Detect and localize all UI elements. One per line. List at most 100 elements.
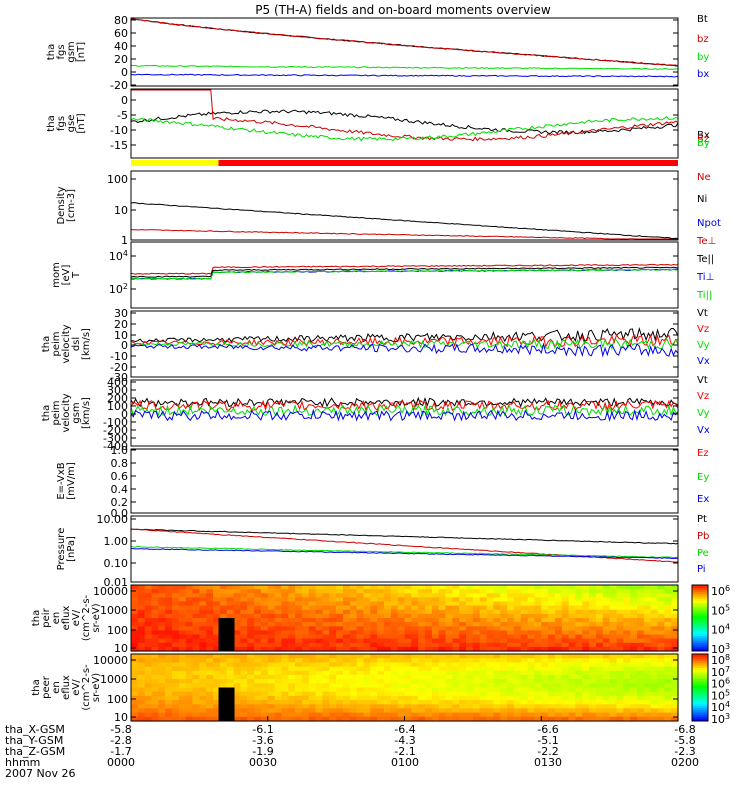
series-line-Pi (130, 548, 679, 560)
y-tick-label: 80 (114, 14, 128, 27)
y-tick-label: 1.0 (111, 444, 129, 457)
x-tick-value: 0030 (249, 756, 277, 769)
y-tick-label: 10 (114, 329, 128, 342)
series-velocity_gsm (130, 396, 679, 422)
legend-Ti⊥: Ti⊥ (696, 272, 714, 283)
y-tick-label: 60 (114, 27, 128, 40)
legend-Ez: Ez (697, 448, 709, 459)
legend-Ti||: Ti|| (696, 290, 712, 301)
y-tick-label: -30 (110, 371, 128, 384)
series-line-bx (130, 73, 679, 78)
figure-title: P5 (TH-A) fields and on-board moments ov… (255, 3, 551, 17)
panel-frame (130, 88, 679, 159)
legend-Vt: Vt (697, 308, 708, 319)
y-tick-label: 1000 (100, 673, 128, 686)
series-density (130, 202, 679, 240)
x-tick-value: -6.1 (252, 723, 273, 736)
x-tick-value: -6.8 (674, 723, 695, 736)
legend-Vx: Vx (697, 356, 710, 367)
panel-frame (130, 448, 679, 514)
legend-bz: bz (697, 34, 709, 45)
legend-Vx: Vx (697, 425, 710, 436)
series-line-Vx (130, 408, 679, 422)
x-tick-value: -3.6 (252, 734, 273, 747)
legend-Te⊥: Te⊥ (696, 236, 716, 247)
x-tick-value: -1.7 (110, 745, 131, 758)
y-tick-label: 10 (114, 642, 128, 655)
series-line-Ne (130, 229, 678, 240)
x-tick-value: -2.1 (394, 745, 415, 758)
y-tick-label: 0.8 (111, 457, 129, 470)
legend-Ne: Ne (697, 172, 711, 183)
series-temperature (130, 263, 679, 280)
y-axis-label: Density[cm-3] (56, 186, 77, 224)
y-tick-label: -100 (103, 416, 128, 429)
legend-Pe: Pe (697, 548, 709, 559)
y-tick-label: 102 (109, 282, 128, 296)
x-tick-value: -2.2 (537, 745, 558, 758)
y-tick-label: 10000 (93, 654, 128, 667)
mode-bar-segment (131, 160, 219, 166)
x-axis-labels: 2007 Nov 26 tha_X-GSM -5.8 -6.1 -6.4 -6.6 -6.… (5, 716, 699, 780)
panel-frame (130, 17, 679, 87)
y-axis-label: thapeirenefluxeV/(cm^2-s-sr-eV) (31, 594, 102, 641)
y-tick-label: 0 (121, 339, 128, 352)
y-tick-label: 100 (107, 624, 128, 637)
colorbar-label: 105 (711, 603, 730, 617)
panel-pressure: Pt Pb Pe Pi 10.00 1.00 0.10 0.01 Pressure[nPa] (56, 513, 709, 589)
y-axis-label: thafgsgsm[nT] (46, 41, 87, 62)
legend-Ey: Ey (697, 472, 709, 483)
y-tick-label: -10 (110, 350, 128, 363)
y-tick-label: -400 (103, 440, 128, 453)
y-tick-label: -10 (110, 124, 128, 137)
y-axis-label: thapeimvelocitygsm[km/s] (41, 393, 92, 432)
colorbar-label: 104 (711, 623, 730, 637)
legend-Pi: Pi (697, 564, 706, 575)
x-row-label: tha_X-GSM (5, 723, 65, 736)
data-gap (218, 687, 235, 721)
date-label: 2007 Nov 26 (5, 767, 75, 780)
series-pressure (130, 528, 679, 563)
series-line-bz (131, 18, 679, 67)
series-line-Vt (130, 396, 679, 408)
series-line-Te⊥ (130, 263, 679, 275)
y-tick-label: 104 (109, 249, 128, 263)
legend-Bt: Bt (697, 14, 708, 25)
legend-Vy: Vy (697, 408, 710, 419)
y-axis-label: thapeimvelocitydsl[km/s] (41, 324, 92, 363)
legend-Bx: Bx (697, 130, 710, 141)
heatmap-peir (131, 585, 679, 652)
y-tick-label: 40 (114, 40, 128, 53)
series-line-Te|| (130, 266, 679, 278)
series-fgs_gsm (130, 18, 679, 78)
y-tick-label: 0.6 (111, 470, 129, 483)
y-tick-label: -20 (110, 79, 128, 92)
colorbar-label: 103 (711, 712, 730, 726)
series-line-By (130, 116, 679, 142)
x-tick-value: -2.8 (110, 734, 131, 747)
y-tick-label: 0 (121, 408, 128, 421)
y-tick-label: 0 (121, 94, 128, 107)
x-tick-value: -5.1 (537, 734, 558, 747)
x-tick-value: -5.8 (110, 723, 131, 736)
panel-frame (130, 241, 679, 309)
y-tick-label: 0 (121, 66, 128, 79)
y-tick-label: 10 (114, 204, 128, 217)
panel-frame (130, 379, 679, 447)
y-tick-label: 10.00 (97, 513, 129, 526)
x-row-label: tha_Z-GSM (5, 745, 65, 758)
panel-density: Ne Ni Npot 100 10 1 Density[cm-3] (56, 170, 721, 247)
x-tick-value: 0200 (671, 756, 699, 769)
y-tick-label: 400 (107, 376, 128, 389)
y-tick-label: 10000 (93, 585, 128, 598)
y-tick-label: 0.10 (104, 557, 129, 570)
y-tick-label: 1.00 (104, 535, 129, 548)
panel-frame (130, 170, 679, 241)
x-row-label: tha_Y-GSM (5, 734, 63, 747)
series-line-Vy (130, 403, 679, 417)
legend-Npot: Npot (697, 218, 721, 229)
x-row-label: hhmm (5, 756, 40, 769)
